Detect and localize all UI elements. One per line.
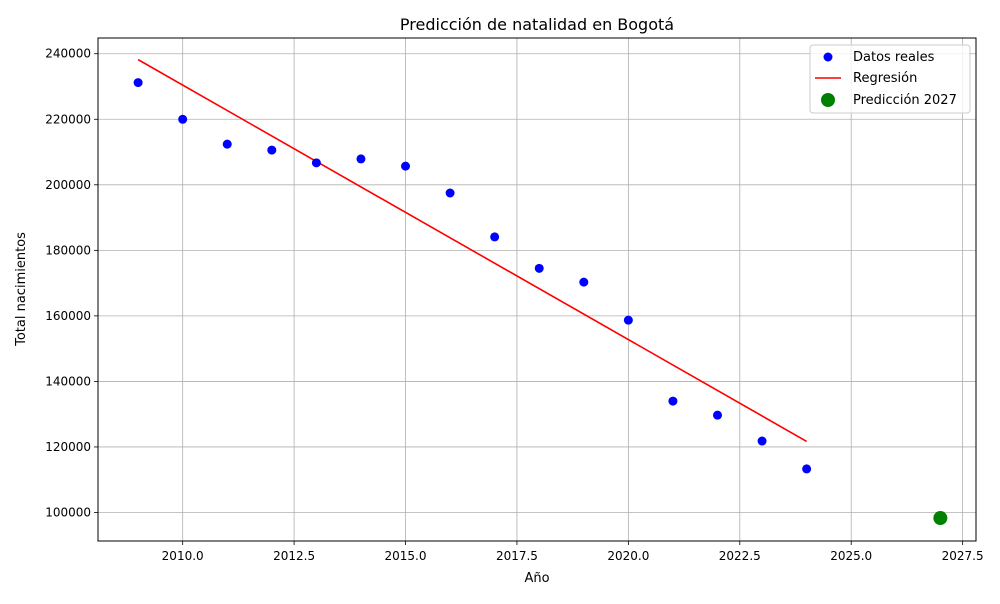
x-axis-ticks: 2010.0 2012.5 2015.0 2017.5 2020.0 2022.5 2025… [162,541,984,563]
y-tick-label: 160000 [45,309,91,323]
x-axis-label: Año [524,571,549,586]
data-point-real [267,145,277,155]
y-tick-label: 240000 [45,47,91,61]
x-tick-label: 2012.5 [273,549,315,563]
legend-box [809,44,971,114]
x-tick-label: 2017.5 [496,549,538,563]
y-axis-ticks: 100000 120000 140000 160000 180000 200000 2200… [45,47,98,519]
data-point-real [802,464,812,474]
legend-label-datos-reales: Datos reales [853,50,935,65]
x-tick-label: 2010.0 [162,549,204,563]
y-axis-label: Total nacimientos [14,232,29,347]
data-point-real [133,78,143,88]
data-point-real [668,396,678,406]
y-tick-label: 220000 [45,112,91,126]
y-tick-label: 200000 [45,178,91,192]
y-tick-label: 100000 [45,505,91,519]
data-point-real [356,154,366,164]
data-point-real [222,139,232,149]
x-tick-label: 2022.5 [719,549,761,563]
data-point-real [713,410,723,420]
data-point-real [178,114,188,124]
data-point-prediction [933,511,948,526]
data-point-real [534,263,544,273]
data-point-real [311,158,321,168]
legend-label-prediccion: Predicción 2027 [853,93,957,108]
grid-lines [98,38,976,541]
regression-line [137,58,808,443]
y-tick-label: 140000 [45,374,91,388]
x-tick-label: 2025.0 [830,549,872,563]
y-tick-label: 180000 [45,243,91,257]
data-point-real [623,315,633,325]
chart-title: Predicción de natalidad en Bogotá [400,15,674,34]
data-points-layer [133,78,948,526]
data-point-real [401,161,411,171]
legend-marker-datos-reales [823,52,833,62]
x-tick-label: 2020.0 [607,549,649,563]
y-tick-label: 120000 [45,440,91,454]
legend-marker-prediccion [821,93,835,107]
data-point-real [757,436,767,446]
data-point-real [445,188,455,198]
x-tick-label: 2027.5 [942,549,984,563]
plot-frame [97,37,977,542]
regression-layer [137,58,808,443]
data-point-real [490,232,500,242]
data-point-real [579,277,589,287]
x-tick-label: 2015.0 [385,549,427,563]
legend: Datos reales Regresión Predicción 2027 [809,44,971,114]
legend-label-regresion: Regresión [853,71,917,86]
